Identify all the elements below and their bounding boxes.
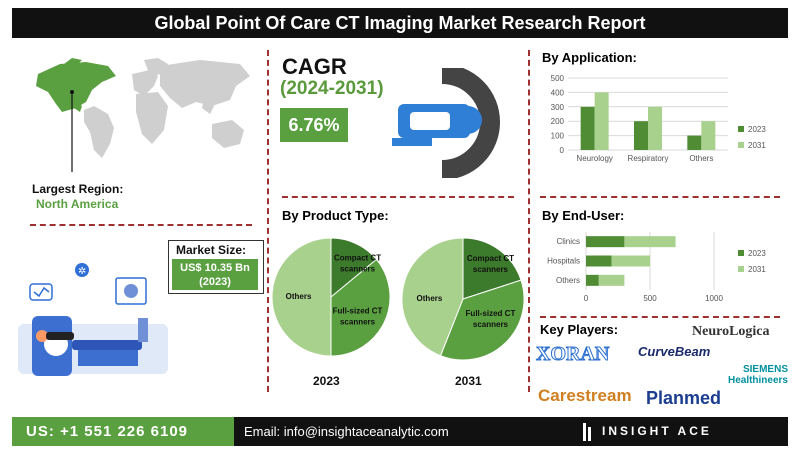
pie-year-2023: 2023 bbox=[313, 374, 340, 388]
ct-graphic-icon bbox=[392, 68, 500, 178]
key-players-title: Key Players: bbox=[540, 322, 619, 337]
player-neurologica: NeuroLogica bbox=[692, 324, 770, 339]
cagr-period: (2024-2031) bbox=[280, 78, 384, 99]
app-legend-swatch bbox=[738, 142, 744, 148]
application-title: By Application: bbox=[542, 50, 637, 65]
enduser-y-tick: Clinics bbox=[556, 237, 580, 246]
app-y-tick: 0 bbox=[560, 146, 565, 155]
footer-brand: INSIGHT ACE ANALYTIC bbox=[602, 424, 712, 467]
page-title: Global Point Of Care CT Imaging Market R… bbox=[12, 8, 788, 38]
player-xoran: XORAN bbox=[535, 343, 610, 366]
largest-region-label: Largest Region: bbox=[32, 182, 124, 196]
app-legend-label: 2031 bbox=[748, 141, 766, 150]
brand-logo-icon bbox=[583, 423, 591, 441]
market-size-value: US$ 10.35 Bn (2023) bbox=[172, 259, 258, 290]
enduser-x-tick: 1000 bbox=[705, 294, 723, 303]
pie-chart-2023: Others Full-sized CT scanners Compact CT sca… bbox=[271, 237, 391, 357]
application-bar-chart: 0 100 200 300 400 500 Neurology Respiratory Othe… bbox=[551, 74, 767, 163]
player-curvebeam: CurveBeam bbox=[638, 344, 711, 359]
pie-label-compact: Compact CT scanners bbox=[334, 253, 381, 273]
pie-label-others: Others bbox=[417, 294, 443, 303]
divider-left bbox=[267, 50, 269, 392]
svg-text:✲: ✲ bbox=[78, 266, 86, 277]
pie-label-others: Others bbox=[286, 292, 312, 301]
app-bar-2031-others bbox=[701, 121, 716, 150]
enduser-legend-swatch bbox=[738, 266, 744, 272]
enduser-bar-2031-clinics bbox=[624, 236, 676, 248]
enduser-bar-2031-hospitals bbox=[611, 255, 650, 267]
app-bar-2023-respiratory bbox=[634, 121, 648, 150]
divider-mid-horizontal bbox=[282, 196, 514, 198]
divider-right-horizontal-2 bbox=[540, 316, 780, 318]
app-bar-2023-others bbox=[687, 135, 702, 150]
footer-email: Email: info@insightaceanalytic.com bbox=[244, 424, 449, 439]
enduser-bar-2031-others bbox=[598, 274, 625, 286]
enduser-y-tick: Hospitals bbox=[547, 257, 580, 266]
pie-slice-compact-ct-scanners bbox=[462, 237, 522, 300]
pie-chart-2031: Others Full-sized CT scanners Compact CT sca… bbox=[401, 237, 525, 361]
enduser-y-tick: Others bbox=[556, 276, 580, 285]
north-america-highlight bbox=[36, 58, 116, 112]
divider-right bbox=[528, 50, 530, 392]
pie-label-full_sized: Full-sized CT scanners bbox=[466, 309, 516, 329]
market-size-year: (2023) bbox=[199, 276, 231, 288]
world-map bbox=[36, 58, 250, 172]
cagr-label: CAGR bbox=[282, 54, 347, 79]
pie-slice-others bbox=[271, 237, 332, 357]
pie-slice-full-sized-ct-scanners bbox=[439, 279, 525, 361]
player-siemens: SIEMENS Healthineers bbox=[727, 364, 788, 386]
divider-left-horizontal bbox=[30, 224, 252, 226]
pie-slice-full-sized-ct-scanners bbox=[330, 258, 391, 357]
enduser-legend-label: 2031 bbox=[748, 265, 766, 274]
pie-slice-compact-ct-scanners bbox=[330, 237, 378, 299]
app-y-tick: 500 bbox=[551, 74, 565, 83]
ct-scanner-illustration: ✲ bbox=[18, 263, 168, 376]
app-x-tick: Respiratory bbox=[628, 154, 669, 163]
enduser-legend-label: 2023 bbox=[748, 249, 766, 258]
footer-phone: US: +1 551 226 6109 bbox=[12, 417, 234, 446]
app-legend-label: 2023 bbox=[748, 125, 766, 134]
end-user-title: By End-User: bbox=[542, 208, 625, 223]
enduser-bar-2023-clinics bbox=[586, 236, 625, 248]
app-bar-2023-neurology bbox=[580, 106, 595, 150]
app-bar-2031-respiratory bbox=[648, 106, 662, 150]
app-y-tick: 300 bbox=[551, 103, 565, 112]
pie-slice-others bbox=[401, 237, 464, 357]
cagr-value: 6.76% bbox=[280, 108, 348, 142]
enduser-legend-swatch bbox=[738, 250, 744, 256]
enduser-bar-2023-hospitals bbox=[586, 255, 612, 267]
app-x-tick: Others bbox=[689, 154, 713, 163]
largest-region-value: North America bbox=[36, 197, 119, 211]
player-planmed: Planmed bbox=[646, 388, 722, 408]
app-legend-swatch bbox=[738, 126, 744, 132]
app-y-tick: 100 bbox=[551, 132, 565, 141]
app-bar-2031-neurology bbox=[594, 92, 609, 150]
product-type-title: By Product Type: bbox=[282, 208, 389, 223]
market-size-amount: US$ 10.35 Bn bbox=[180, 262, 250, 274]
app-x-tick: Neurology bbox=[576, 154, 612, 163]
app-y-tick: 200 bbox=[551, 117, 565, 126]
market-size-label: Market Size: bbox=[176, 243, 247, 257]
end-user-bar-chart: 0 500 1000 Clinics Hospitals Others 2023 2031 bbox=[547, 232, 766, 303]
pie-year-2031: 2031 bbox=[455, 374, 482, 388]
player-carestream: Carestream bbox=[538, 386, 632, 405]
footer-bar: Email: info@insightaceanalytic.com INSIG… bbox=[234, 417, 788, 467]
enduser-bar-2023-others bbox=[586, 274, 599, 286]
app-y-tick: 400 bbox=[551, 88, 565, 97]
enduser-x-tick: 0 bbox=[584, 294, 589, 303]
pie-label-full_sized: Full-sized CT scanners bbox=[333, 307, 383, 327]
pie-label-compact: Compact CT scanners bbox=[467, 254, 514, 274]
divider-right-horizontal-1 bbox=[540, 196, 780, 198]
enduser-x-tick: 500 bbox=[643, 294, 657, 303]
